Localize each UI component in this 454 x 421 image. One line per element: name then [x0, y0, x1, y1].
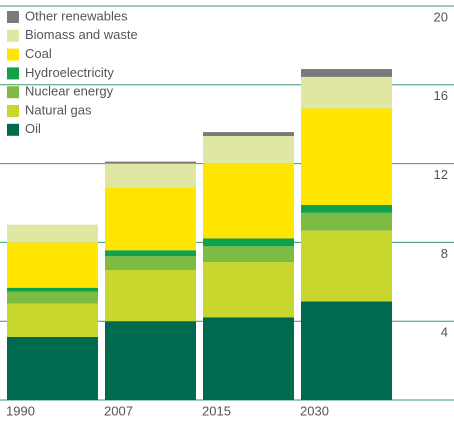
bar-segment [105, 187, 196, 251]
bar-segment [7, 242, 98, 288]
bar-segment [105, 161, 196, 164]
legend-swatch [7, 11, 19, 23]
legend-label: Biomass and waste [25, 27, 138, 42]
bar-segment [7, 336, 98, 400]
y-tick-label: 8 [441, 246, 448, 261]
y-tick-label: 20 [434, 9, 448, 24]
legend-swatch [7, 67, 19, 80]
legend-swatch [7, 123, 19, 136]
x-tick-label: 2015 [202, 403, 231, 418]
legend-swatch [7, 29, 19, 42]
bar-segment [105, 256, 196, 270]
legend-label: Other renewables [25, 8, 128, 23]
bar-segment [203, 246, 294, 263]
y-tick-label: 16 [434, 88, 448, 103]
bar-segment [301, 230, 392, 302]
x-tick-label: 2030 [300, 403, 329, 418]
legend-label: Coal [25, 46, 52, 61]
legend-label: Natural gas [25, 102, 92, 117]
bar-segment [105, 163, 196, 188]
y-tick-label: 12 [434, 167, 448, 182]
bar-segment [203, 163, 294, 239]
legend-swatch [7, 48, 19, 61]
bar-segment [301, 212, 392, 231]
bar-segment [7, 291, 98, 304]
bar-segment [7, 224, 98, 243]
legend-swatch [7, 86, 19, 99]
bar-segment [203, 317, 294, 400]
bar-segment [105, 269, 196, 322]
legend-label: Hydroelectricity [25, 65, 114, 80]
y-tick-label: 4 [441, 325, 448, 340]
x-tick-label: 2007 [104, 403, 133, 418]
bar-segment [203, 132, 294, 137]
legend-label: Nuclear energy [25, 84, 114, 99]
bar-segment [301, 69, 392, 77]
bar-segment [7, 287, 98, 292]
bar-segment [301, 76, 392, 109]
bar-segment [203, 238, 294, 247]
bar-segment [7, 303, 98, 337]
bar-segment [301, 204, 392, 213]
legend-label: Oil [25, 121, 41, 136]
x-tick-label: 1990 [6, 403, 35, 418]
bar-segment [301, 301, 392, 400]
bar-segment [203, 262, 294, 318]
legend-swatch [7, 105, 19, 117]
bar-segment [203, 136, 294, 164]
bar-segment [301, 108, 392, 205]
bar-segment [105, 250, 196, 257]
bar-segment [105, 321, 196, 400]
